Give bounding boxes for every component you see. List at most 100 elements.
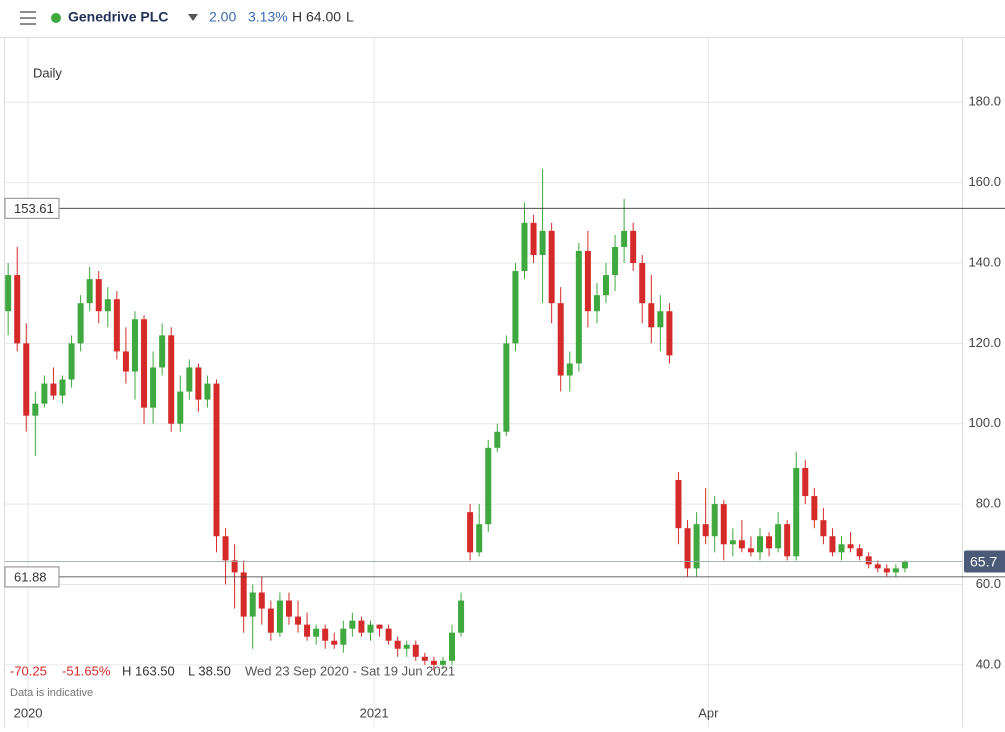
candle-body (277, 601, 283, 633)
candle-body (159, 335, 165, 367)
candle-body (304, 625, 310, 637)
candle-body (313, 629, 319, 637)
candle-body (784, 524, 790, 556)
candle-body (60, 380, 66, 396)
candle-body (721, 504, 727, 544)
y-tick-label: 80.0 (976, 496, 1001, 511)
header-change-pct: 3.13% (248, 9, 288, 25)
candle-body (286, 601, 292, 617)
candle-body (839, 544, 845, 552)
candle-body (775, 524, 781, 548)
candle-body (739, 540, 745, 548)
candle-body (503, 343, 509, 431)
candle-body (512, 271, 518, 343)
candle-body (395, 641, 401, 649)
x-tick-label: Apr (698, 705, 719, 720)
candle-body (558, 303, 564, 375)
candle-body (766, 536, 772, 548)
candle-body (458, 601, 464, 633)
candle-body (413, 645, 419, 657)
candle-body (476, 524, 482, 552)
candle-body (404, 645, 410, 649)
candle-body (32, 404, 38, 416)
y-tick-label: 60.0 (976, 576, 1001, 591)
candle-body (14, 275, 20, 343)
candle-body (250, 592, 256, 616)
candle-body (168, 335, 174, 423)
candle-body (630, 231, 636, 263)
candle-body (204, 384, 210, 400)
x-tick-label: 2020 (14, 705, 43, 720)
candle-body (531, 223, 537, 255)
candle-body (78, 303, 84, 343)
stats-change-pct: -51.65% (62, 663, 111, 678)
candle-body (685, 528, 691, 568)
candle-body (594, 295, 600, 311)
candle-body (340, 629, 346, 645)
candle-body (41, 384, 47, 404)
candle-body (5, 275, 11, 311)
candle-body (268, 609, 274, 633)
candle-body (150, 367, 156, 407)
candle-body (811, 496, 817, 520)
header-change: 2.00 (209, 9, 236, 25)
y-tick-label: 40.0 (976, 656, 1001, 671)
instrument-name[interactable]: Genedrive PLC (68, 9, 168, 25)
candle-body (657, 311, 663, 327)
candle-body (866, 556, 872, 564)
candle-body (549, 231, 555, 303)
candle-body (485, 448, 491, 524)
candle-body (820, 520, 826, 536)
candle-body (96, 279, 102, 311)
candle-body (494, 432, 500, 448)
candle-body (540, 231, 546, 255)
stats-high: H 163.50 (122, 663, 175, 678)
candle-body (23, 343, 29, 415)
candle-body (666, 311, 672, 355)
candle-body (322, 629, 328, 641)
candle-body (793, 468, 799, 556)
y-tick-label: 180.0 (968, 94, 1001, 109)
disclaimer: Data is indicative (10, 687, 93, 699)
candle-body (449, 633, 455, 661)
candle-body (875, 564, 881, 568)
status-dot (51, 13, 61, 23)
header-high: H 64.00 (292, 9, 341, 25)
candle-body (132, 319, 138, 371)
candle-body (703, 524, 709, 536)
candle-body (422, 657, 428, 661)
candle-body (367, 625, 373, 633)
last-price-label: 65.7 (970, 553, 997, 569)
candle-body (50, 384, 56, 396)
stats-change: -70.25 (10, 663, 47, 678)
candle-body (521, 223, 527, 271)
candle-body (87, 279, 93, 303)
candle-body (893, 568, 899, 572)
candle-body (829, 536, 835, 552)
candle-body (848, 544, 854, 548)
candle-body (902, 562, 908, 569)
candle-body (195, 367, 201, 399)
candle-body (69, 343, 75, 379)
level-label: 153.61 (14, 201, 54, 216)
y-tick-label: 160.0 (968, 174, 1001, 189)
candle-body (603, 275, 609, 295)
x-tick-label: 2021 (360, 705, 389, 720)
candle-body (757, 536, 763, 552)
candle-body (358, 621, 364, 633)
candle-body (712, 504, 718, 536)
candle-body (123, 351, 129, 371)
candle-body (213, 384, 219, 537)
stats-range: Wed 23 Sep 2020 - Sat 19 Jun 2021 (245, 663, 455, 678)
candle-body (386, 629, 392, 641)
stats-low: L 38.50 (188, 663, 231, 678)
candle-body (377, 625, 383, 629)
candle-body (567, 363, 573, 375)
candle-body (576, 251, 582, 364)
candle-body (730, 540, 736, 544)
candle-body (295, 617, 301, 625)
candle-body (105, 299, 111, 311)
candle-body (802, 468, 808, 496)
